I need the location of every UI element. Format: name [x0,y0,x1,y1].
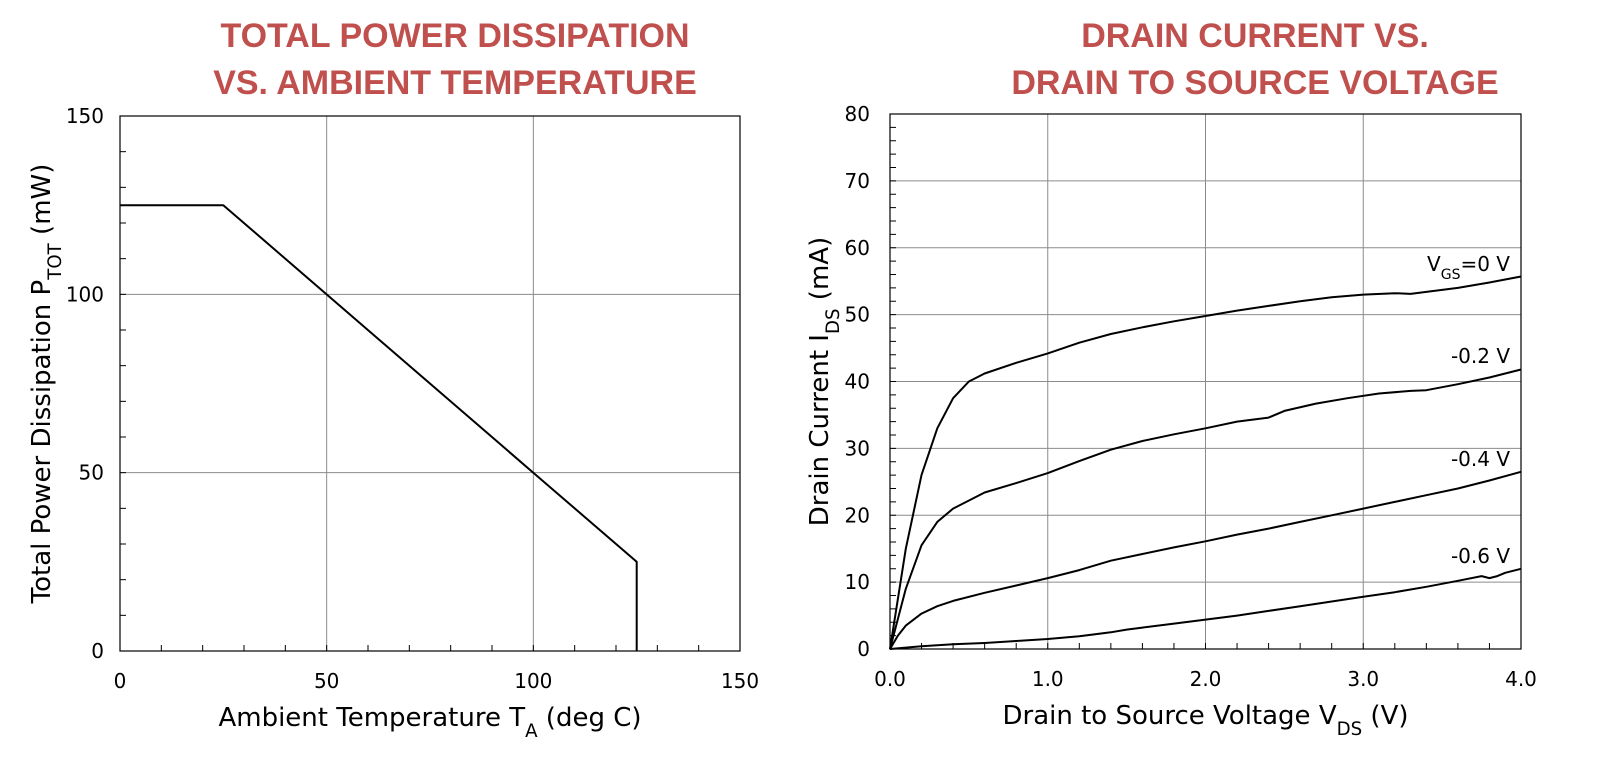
right-series-0-line [889,275,1522,650]
right-x-tick-label: 2.0 [1190,667,1222,691]
right-y-axis-label: Drain Current IDS (mA) [805,237,844,526]
right-series-0-label-main: V [1427,252,1441,276]
left-y-tick-label: 50 [79,461,104,485]
right-y-tick-label: 50 [845,303,870,327]
right-x-tick-label: 1.0 [1032,667,1064,691]
left-chart-title-line-2: VS. AMBIENT TEMPERATURE [213,64,697,102]
left-y-axis-label-sub: TOT [45,242,66,280]
right-x-tick-label: 4.0 [1505,667,1537,691]
left-y-tick-label: 100 [66,282,104,306]
right-chart-title: DRAIN CURRENT VS. DRAIN TO SOURCE VOLTAG… [930,13,1580,107]
right-y-tick-label: 30 [845,436,870,460]
right-series-3-label-main: -0.6 V [1451,544,1510,568]
right-series-0-label-suffix: =0 V [1460,252,1510,276]
left-plot-frame [119,115,741,652]
left-chart-title: TOTAL POWER DISSIPATION VS. AMBIENT TEMP… [150,13,760,107]
left-x-axis-label-main: Ambient Temperature T [218,703,525,733]
right-y-tick-label: 40 [845,370,870,394]
left-y-axis-label-main: Total Power Dissipation P [27,280,57,605]
right-series-2-label-main: -0.4 V [1451,447,1510,471]
left-series-0-line [120,204,638,651]
right-x-axis-label: Drain to Source Voltage VDS (V) [1002,701,1408,740]
right-series-2-line [889,470,1522,650]
left-y-tick-label: 150 [66,104,104,128]
right-plot-frame [889,113,1522,650]
left-x-tick-label: 0 [114,669,127,693]
right-y-axis-label-main: Drain Current I [805,334,835,526]
left-chart-title-line-1: TOTAL POWER DISSIPATION [220,17,690,55]
left-x-axis-label: Ambient Temperature TA (deg C) [218,703,641,742]
right-x-tick-label: 3.0 [1347,667,1379,691]
drain-current-chart: 0.0 1.0 2.0 3.0 4.0 0 10 20 30 40 50 60 70 80 Drain to… [805,102,1537,740]
left-y-axis-label: Total Power Dissipation PTOT (mW) [27,164,66,605]
right-y-axis-label-sub: DS [823,308,844,334]
right-y-tick-label: 80 [845,102,870,126]
right-series-3-line [889,567,1522,650]
left-x-axis-label-suffix: (deg C) [538,703,642,733]
left-x-tick-label: 150 [721,669,759,693]
right-y-tick-label: 20 [845,503,870,527]
right-series-0-label: VGS=0 V [1427,252,1510,283]
left-x-tick-label: 100 [514,669,552,693]
right-x-tick-label: 0.0 [874,667,906,691]
right-y-tick-label: 10 [845,570,870,594]
right-y-axis-label-suffix: (mA) [805,237,835,309]
power-dissipation-chart: 0 50 100 150 0 50 100 150 Ambient Temperature TA… [27,104,759,742]
right-y-tick-label: 0 [857,637,870,661]
right-series-1-label: -0.2 V [1451,344,1510,368]
right-chart-title-line-2: DRAIN TO SOURCE VOLTAGE [1011,64,1499,102]
left-y-tick-label: 0 [91,639,104,663]
left-x-axis-label-sub: A [525,721,538,742]
right-series-1-label-main: -0.2 V [1451,344,1510,368]
left-y-axis-label-suffix: (mW) [27,164,57,244]
right-series-3-label: -0.6 V [1451,544,1510,568]
right-y-tick-label: 70 [845,169,870,193]
right-x-axis-label-main: Drain to Source Voltage V [1002,701,1336,731]
right-x-axis-label-suffix: (V) [1362,701,1408,731]
right-series-2-label: -0.4 V [1451,447,1510,471]
right-y-tick-label: 60 [845,236,870,260]
right-series-1-line [889,368,1522,650]
right-chart-title-line-1: DRAIN CURRENT VS. [1081,17,1429,55]
left-x-tick-label: 50 [314,669,339,693]
right-series-0-label-sub: GS [1441,267,1461,283]
right-x-axis-label-sub: DS [1337,719,1363,740]
